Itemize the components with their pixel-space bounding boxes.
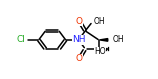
Text: Cl: Cl (17, 35, 26, 44)
Polygon shape (100, 39, 108, 41)
Text: OH: OH (113, 35, 125, 44)
Text: NH: NH (72, 35, 85, 44)
Text: OH: OH (94, 17, 106, 26)
Text: O: O (75, 54, 82, 63)
Text: O: O (76, 17, 82, 26)
Text: HO: HO (94, 47, 106, 56)
